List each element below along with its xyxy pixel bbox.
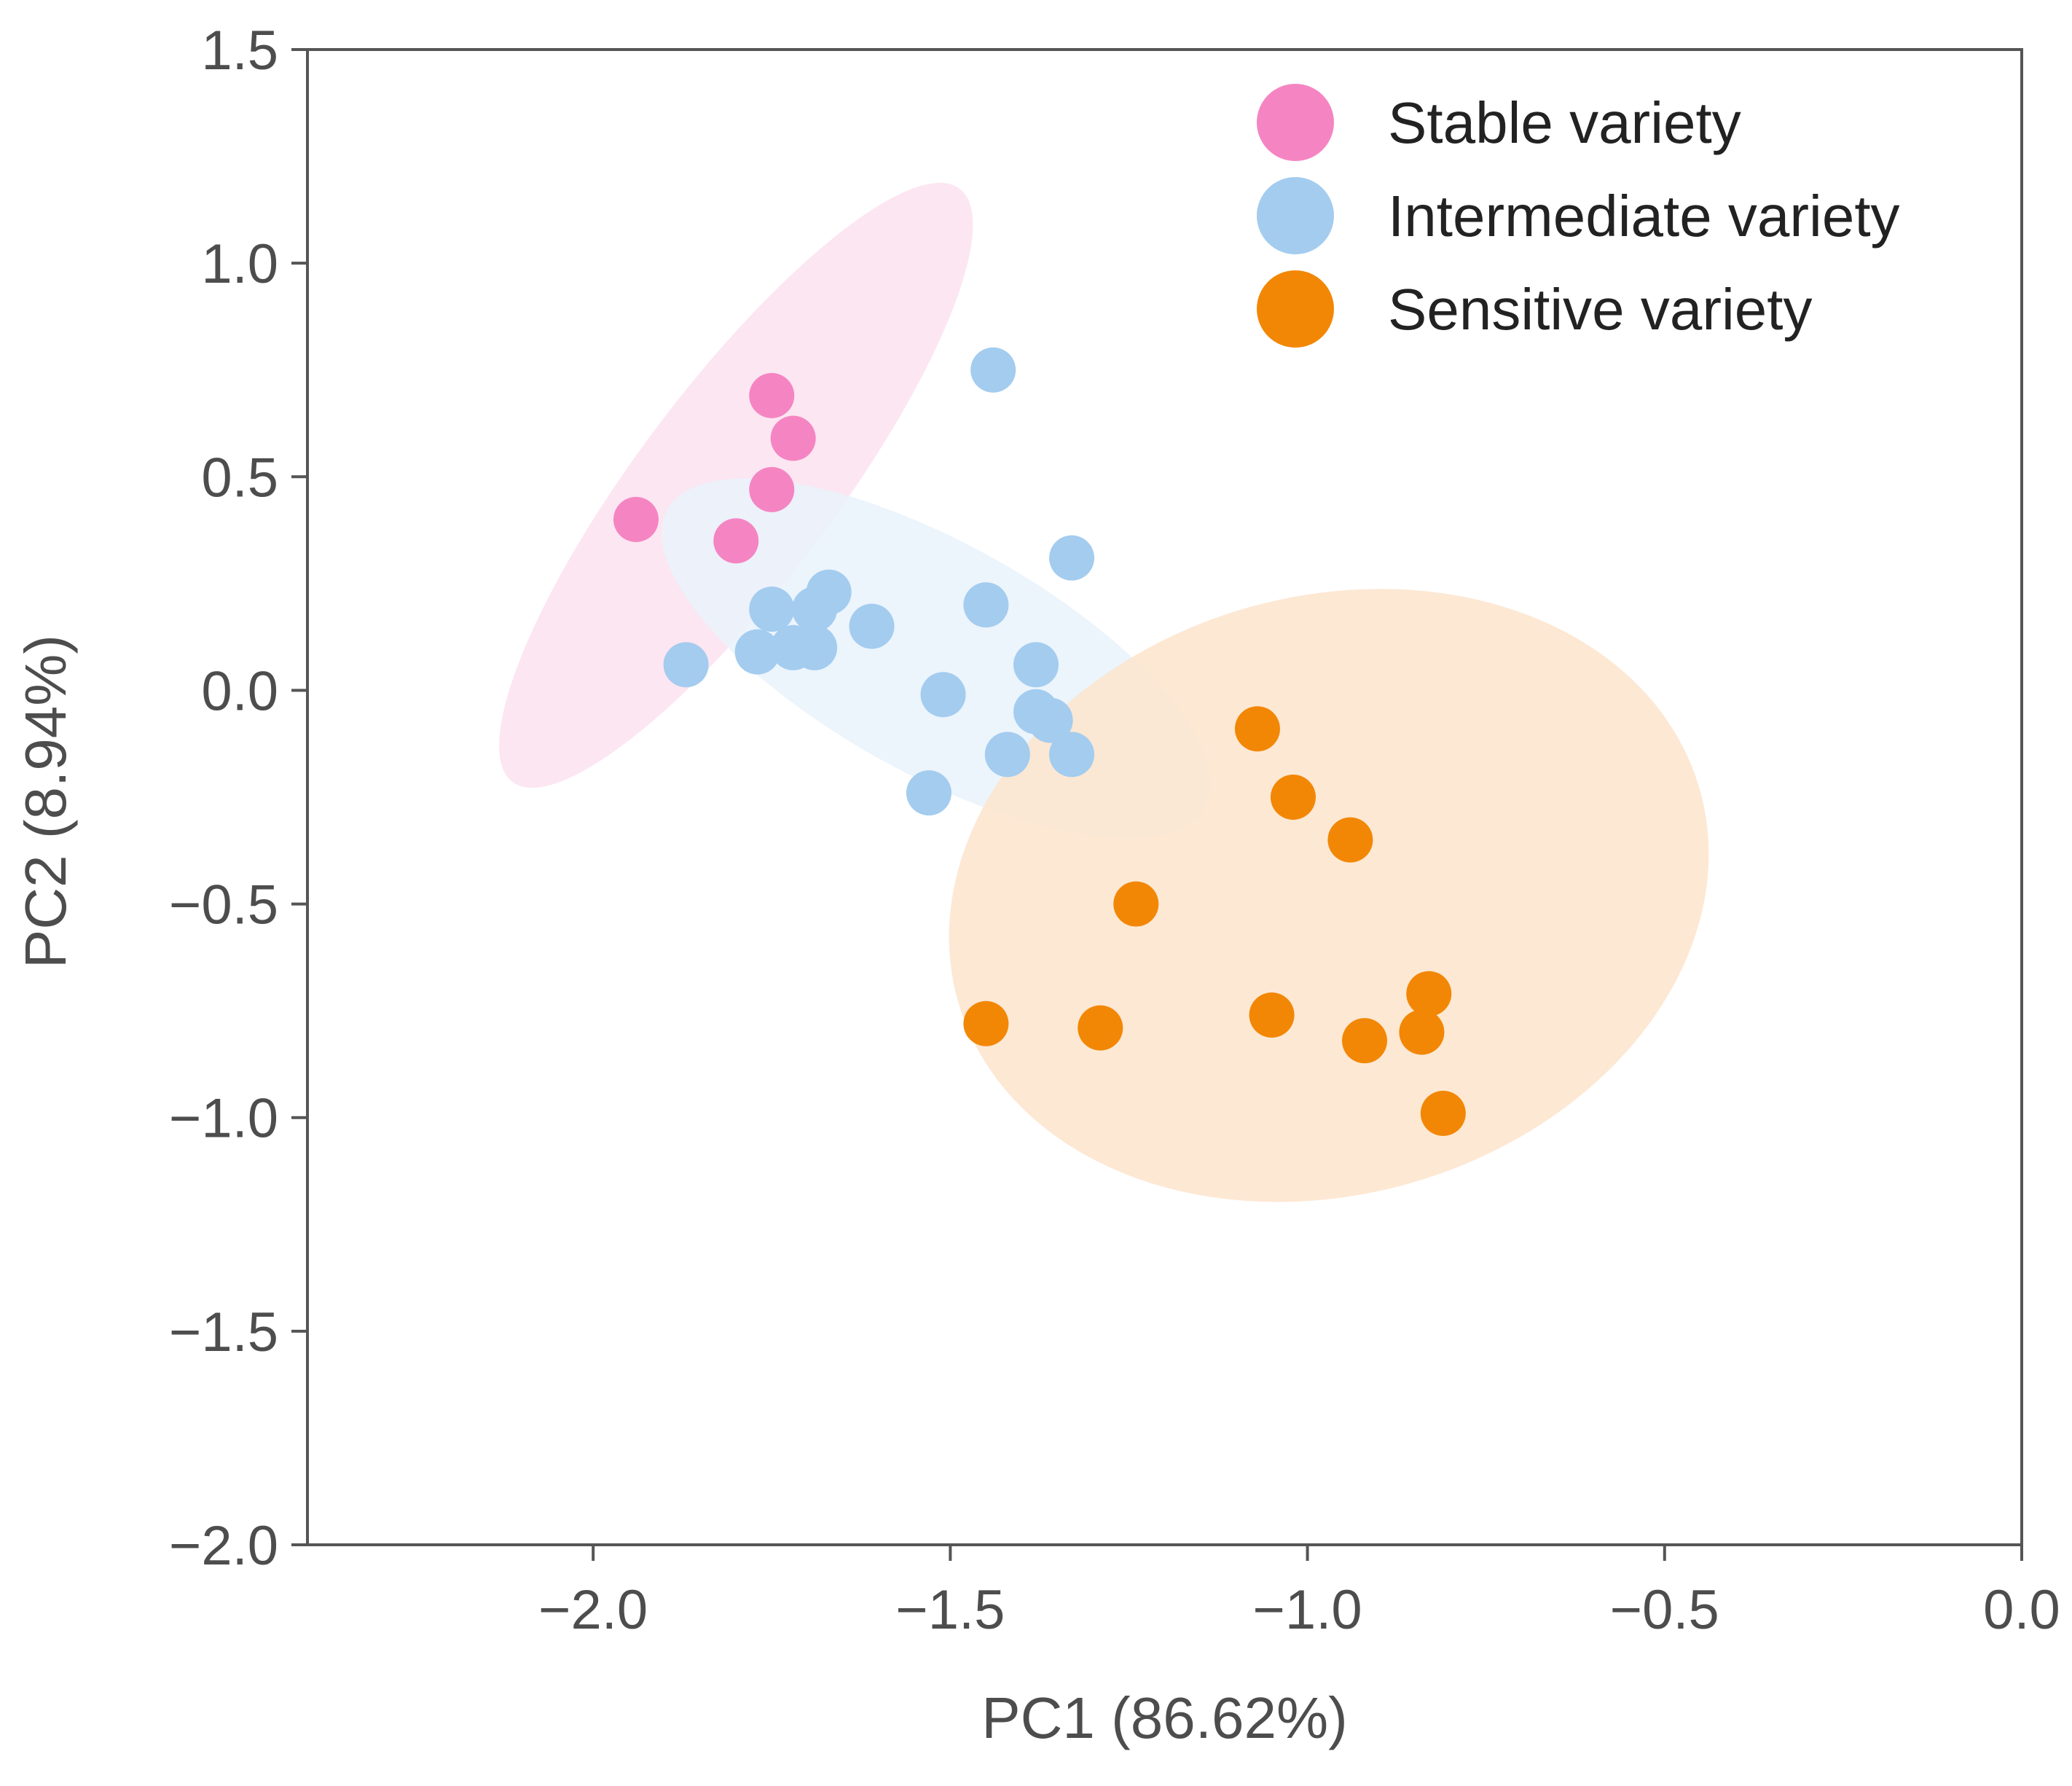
intermediate-variety-point bbox=[1049, 535, 1095, 581]
sensitive-variety-point bbox=[963, 1000, 1009, 1046]
intermediate-variety-point bbox=[1027, 697, 1073, 743]
intermediate-variety-point bbox=[906, 770, 951, 816]
sensitive-variety-point bbox=[1270, 775, 1316, 820]
y-tick-label: 1.0 bbox=[201, 233, 278, 295]
x-tick-label: −1.0 bbox=[1253, 1579, 1362, 1641]
intermediate-variety-point bbox=[920, 672, 966, 718]
y-tick-label: −2.0 bbox=[169, 1515, 278, 1577]
intermediate-variety-point bbox=[970, 347, 1016, 393]
stable-variety-point bbox=[613, 496, 659, 542]
axes: 1.5 1.0 0.5 0.0 −0.5 −1.0 −1.5 −2.0 −2.0 −1.5 −1.0… bbox=[169, 20, 2060, 1641]
intermediate-variety-legend-marker bbox=[1257, 177, 1334, 254]
sensitive-variety-point bbox=[1327, 817, 1373, 863]
x-tick-label: −1.5 bbox=[895, 1579, 1005, 1641]
intermediate-variety-point bbox=[963, 582, 1009, 628]
x-tick-label: −0.5 bbox=[1610, 1579, 1719, 1641]
sensitive-variety-point bbox=[1249, 992, 1295, 1038]
y-tick-label: −1.5 bbox=[169, 1301, 278, 1363]
sensitive-variety-legend-label: Sensitive variety bbox=[1388, 277, 1812, 342]
y-tick-label: 0.5 bbox=[201, 447, 278, 509]
scatter-points bbox=[613, 347, 1466, 1136]
intermediate-variety-point bbox=[749, 587, 795, 632]
sensitive-variety-point bbox=[1342, 1018, 1388, 1064]
stable-variety-point bbox=[749, 466, 795, 512]
x-tick-label: 0.0 bbox=[1983, 1579, 2060, 1641]
plot-frame bbox=[306, 48, 2023, 1546]
legend: Stable variety Intermediate variety Sensit… bbox=[1257, 84, 1900, 348]
intermediate-variety-point bbox=[984, 732, 1030, 778]
sensitive-variety-point bbox=[1234, 706, 1280, 752]
sensitive-variety-point bbox=[1078, 1005, 1123, 1051]
x-axis-title: PC1 (86.62%) bbox=[981, 1685, 1347, 1750]
x-tick-label: −2.0 bbox=[538, 1579, 648, 1641]
sensitive-variety-point bbox=[1420, 1090, 1466, 1136]
intermediate-variety-point bbox=[849, 603, 895, 649]
y-tick-label: 1.5 bbox=[201, 20, 278, 82]
intermediate-variety-point bbox=[792, 624, 838, 670]
y-tick-label: −0.5 bbox=[169, 874, 278, 936]
y-tick-label: 0.0 bbox=[201, 660, 278, 722]
intermediate-variety-point bbox=[792, 587, 838, 632]
y-tick-label: −1.0 bbox=[169, 1088, 278, 1150]
sensitive-variety-point bbox=[1399, 1009, 1445, 1055]
sensitive-variety-ellipse bbox=[949, 589, 1709, 1202]
sensitive-variety-legend-marker bbox=[1257, 270, 1334, 348]
intermediate-variety-point bbox=[1013, 642, 1059, 688]
intermediate-variety-point bbox=[734, 629, 780, 675]
stable-variety-point bbox=[713, 518, 759, 564]
sensitive-variety-point bbox=[1406, 971, 1452, 1017]
intermediate-variety-legend-label: Intermediate variety bbox=[1388, 184, 1900, 248]
stable-variety-legend-marker bbox=[1257, 84, 1334, 161]
intermediate-variety-point bbox=[1049, 732, 1095, 778]
intermediate-variety-point bbox=[663, 642, 709, 688]
stable-variety-point bbox=[770, 415, 816, 461]
sensitive-variety-point bbox=[1113, 881, 1159, 927]
stable-variety-legend-label: Stable variety bbox=[1388, 90, 1741, 155]
y-axis-title: PC2 (8.94%) bbox=[13, 635, 78, 968]
stable-variety-point bbox=[749, 372, 795, 418]
